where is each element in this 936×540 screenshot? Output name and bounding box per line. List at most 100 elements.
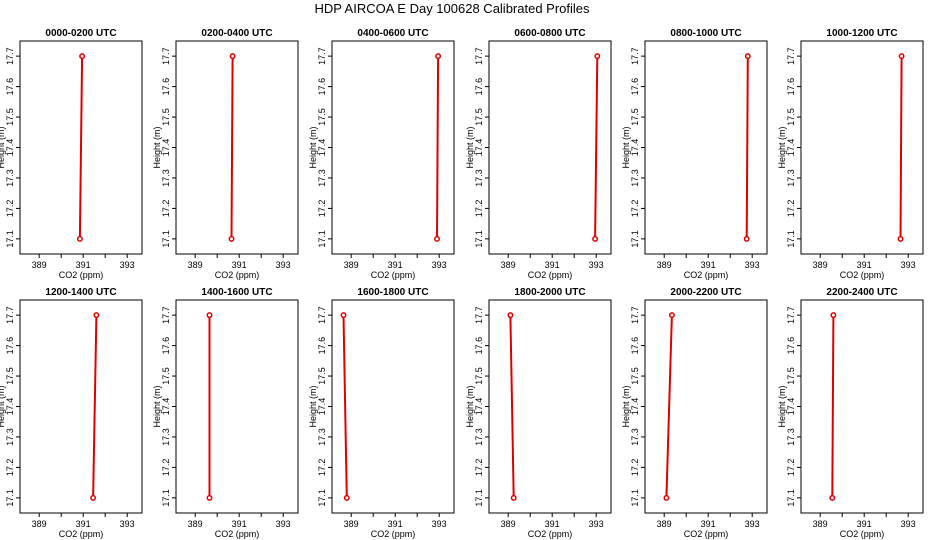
data-point	[507, 312, 514, 319]
x-tick-label: 389	[813, 519, 828, 529]
panel-title: 0000-0200 UTC	[45, 28, 116, 39]
y-axis-label: Height (m)	[465, 126, 475, 168]
y-axis-label: Height (m)	[0, 126, 6, 168]
y-tick-label: 17.1	[161, 489, 171, 507]
y-tick-label: 17.4	[474, 398, 484, 416]
x-tick-label: 393	[745, 519, 760, 529]
x-tick-label: 393	[276, 260, 291, 270]
y-tick-label: 17.4	[161, 398, 171, 416]
x-tick-label: 393	[120, 260, 135, 270]
plot-frame	[175, 40, 299, 255]
x-tick-label: 389	[813, 260, 828, 270]
y-tick-label: 17.5	[317, 367, 327, 385]
y-tick-label: 17.1	[5, 489, 15, 507]
x-axis-label: CO2 (ppm)	[840, 270, 885, 280]
profile-line	[230, 56, 234, 239]
data-point	[90, 494, 97, 501]
x-tick-label: 391	[701, 519, 716, 529]
x-tick-label: 389	[188, 260, 203, 270]
x-tick-label: 389	[344, 260, 359, 270]
y-tick-label: 17.7	[630, 306, 640, 324]
x-tick-label: 389	[657, 519, 672, 529]
data-point	[897, 235, 904, 242]
y-tick-label: 17.7	[161, 306, 171, 324]
profile-line	[745, 56, 749, 239]
x-tick-label: 389	[344, 519, 359, 529]
y-tick-label: 17.2	[474, 459, 484, 477]
y-tick-label: 17.6	[317, 78, 327, 96]
panel-1: 0000-0200 UTC 389 391 393 17.1 17.2 17.3 17.4 17…	[0, 28, 143, 280]
y-tick-label: 17.1	[474, 489, 484, 507]
profile-line	[831, 315, 835, 498]
x-axis-label: CO2 (ppm)	[840, 529, 885, 539]
y-tick-label: 17.1	[317, 230, 327, 248]
x-tick-label: 389	[657, 260, 672, 270]
y-tick-label: 17.3	[474, 428, 484, 446]
y-tick-label: 17.4	[161, 139, 171, 157]
x-tick-label: 391	[388, 260, 403, 270]
plot-frame	[19, 299, 143, 514]
y-tick-label: 17.2	[786, 200, 796, 218]
plot-frame	[488, 40, 612, 255]
panel-title: 1600-1800 UTC	[357, 287, 428, 298]
plot-frame	[488, 299, 612, 514]
data-point	[343, 494, 350, 501]
data-point	[435, 53, 442, 60]
profile-line	[665, 315, 673, 498]
y-tick-label: 17.3	[474, 169, 484, 187]
data-point	[898, 53, 905, 60]
x-axis-label: CO2 (ppm)	[371, 270, 416, 280]
panel-title: 0200-0400 UTC	[201, 28, 272, 39]
x-axis-label: CO2 (ppm)	[684, 529, 729, 539]
x-tick-label: 393	[432, 260, 447, 270]
x-tick-label: 389	[501, 260, 516, 270]
x-tick-label: 391	[857, 519, 872, 529]
data-point	[829, 494, 836, 501]
x-tick-label: 391	[76, 519, 91, 529]
y-tick-label: 17.1	[786, 489, 796, 507]
panel-title: 2200-2400 UTC	[826, 287, 897, 298]
y-axis-label: Height (m)	[0, 385, 6, 427]
data-point	[592, 235, 599, 242]
x-tick-label: 393	[432, 519, 447, 529]
y-tick-label: 17.7	[161, 47, 171, 65]
y-tick-label: 17.2	[161, 200, 171, 218]
plot-frame	[331, 40, 455, 255]
y-tick-label: 17.3	[5, 428, 15, 446]
panel-10: 1800-2000 UTC 389 391 393 17.1 17.2 17.3 17.4 17…	[465, 287, 612, 539]
panel-8: 1400-1600 UTC 389 391 393 17.1 17.2 17.3 17.4 17…	[152, 287, 299, 539]
y-tick-label: 17.2	[5, 200, 15, 218]
y-tick-label: 17.6	[5, 337, 15, 355]
x-tick-label: 391	[232, 260, 247, 270]
profile-line	[436, 56, 440, 239]
x-tick-label: 389	[32, 519, 47, 529]
y-tick-label: 17.4	[317, 398, 327, 416]
data-point	[76, 235, 83, 242]
y-axis-label: Height (m)	[621, 126, 631, 168]
x-tick-label: 393	[589, 519, 604, 529]
x-tick-label: 389	[188, 519, 203, 529]
panels-grid: 0000-0200 UTC 389 391 393 17.1 17.2 17.3 17.4 17…	[0, 28, 924, 539]
profile-line	[509, 315, 515, 498]
panel-title: 1000-1200 UTC	[826, 28, 897, 39]
panel-6: 1000-1200 UTC 389 391 393 17.1 17.2 17.3 17.4 17…	[777, 28, 924, 280]
x-tick-label: 393	[120, 519, 135, 529]
y-tick-label: 17.6	[474, 337, 484, 355]
y-tick-label: 17.5	[161, 367, 171, 385]
y-tick-label: 17.2	[317, 459, 327, 477]
y-axis-label: Height (m)	[777, 126, 787, 168]
panel-7: 1200-1400 UTC 389 391 393 17.1 17.2 17.3 17.4 17…	[0, 287, 143, 539]
data-point	[663, 494, 670, 501]
y-tick-label: 17.5	[474, 108, 484, 126]
panel-9: 1600-1800 UTC 389 391 393 17.1 17.2 17.3 17.4 17…	[308, 287, 455, 539]
data-point	[434, 235, 440, 242]
y-tick-label: 17.7	[317, 47, 327, 65]
y-tick-label: 17.7	[630, 47, 640, 65]
x-tick-label: 393	[276, 519, 291, 529]
y-tick-label: 17.2	[161, 459, 171, 477]
panel-title: 1200-1400 UTC	[45, 287, 116, 298]
profile-line	[594, 56, 599, 239]
panel-12: 2200-2400 UTC 389 391 393 17.1 17.2 17.3 17.4 17…	[777, 287, 924, 539]
panel-2: 0200-0400 UTC 389 391 393 17.1 17.2 17.3 17.4 17…	[152, 28, 299, 280]
y-axis-label: Height (m)	[777, 385, 787, 427]
